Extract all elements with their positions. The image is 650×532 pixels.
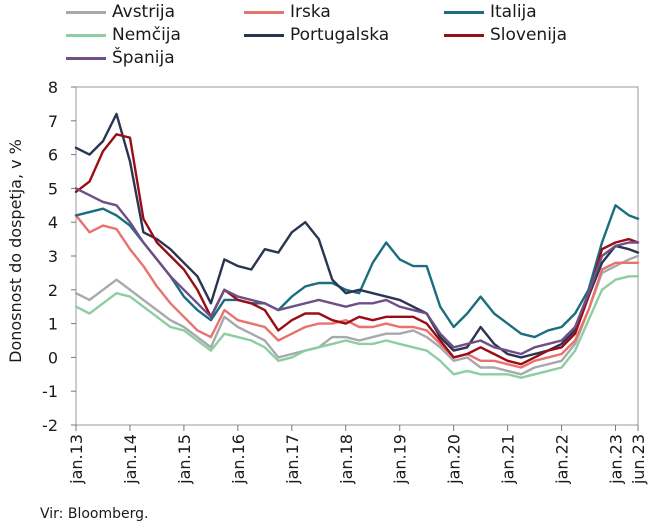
legend-item: Slovenija xyxy=(444,25,567,45)
plot-frame xyxy=(75,86,639,426)
legend-label: Italija xyxy=(490,2,537,22)
legend-swatch xyxy=(444,10,484,14)
x-tick-label: jan.19 xyxy=(391,434,410,485)
legend-label: Avstrija xyxy=(112,2,176,22)
y-tick-label: 6 xyxy=(48,146,58,165)
legend-item: Nemčija xyxy=(66,25,181,45)
legend-swatch xyxy=(66,56,106,60)
x-tick-label: jan.13 xyxy=(67,434,86,485)
series-line-nemčija xyxy=(74,275,640,379)
legend-label: Slovenija xyxy=(490,25,568,45)
x-tick-label: jan.18 xyxy=(337,434,356,485)
series-line-avstrija xyxy=(74,254,640,376)
y-axis-label: Donosnost do dospetja, v % xyxy=(6,139,25,363)
x-tick-label: jun.23 xyxy=(629,434,648,485)
y-tick-label: 5 xyxy=(48,179,58,198)
legend-label: Irska xyxy=(290,2,331,22)
y-tick-label: 0 xyxy=(48,348,58,367)
legend-swatch xyxy=(444,33,484,37)
legend-swatch xyxy=(244,33,284,37)
series-line-španija xyxy=(74,187,640,356)
series-line-portugalska xyxy=(74,112,640,359)
y-tick-label: 4 xyxy=(48,213,58,232)
series-line-slovenija xyxy=(74,133,640,366)
source-note: Vir: Bloomberg. xyxy=(40,506,149,522)
y-tick-label: 3 xyxy=(48,247,58,266)
x-tick-label: jan.16 xyxy=(229,434,248,485)
y-tick-label: 7 xyxy=(48,112,58,131)
series-layer xyxy=(74,112,640,379)
legend-item: Irska xyxy=(244,2,331,22)
x-tick-label: jan.15 xyxy=(175,434,194,485)
legend-swatch xyxy=(244,10,284,14)
series-line-irska xyxy=(74,214,640,369)
chart-axes: 8 7 6 5 4 3 2 1 0 -1 -2 Donosnost do dospetja, v % j… xyxy=(6,78,648,485)
x-tick-label: jan.23 xyxy=(607,434,626,485)
legend-item: Španija xyxy=(66,48,175,68)
x-tick-label: jan.20 xyxy=(445,434,464,485)
legend-label: Nemčija xyxy=(112,25,181,45)
y-tick-label: -2 xyxy=(42,416,58,435)
y-tick-label: 8 xyxy=(48,78,58,97)
legend-item: Avstrija xyxy=(66,2,175,22)
x-tick-label: jan.17 xyxy=(283,434,302,485)
y-tick-label: 2 xyxy=(48,281,58,300)
y-tick-label: -1 xyxy=(42,382,58,401)
x-tick-label: jan.21 xyxy=(499,434,518,485)
legend-item: Portugalska xyxy=(244,25,389,45)
legend-item: Italija xyxy=(444,2,537,22)
y-tick-label: 1 xyxy=(48,315,58,334)
legend-label: Španija xyxy=(112,48,175,68)
x-tick-label: jan.22 xyxy=(553,434,572,485)
legend-label: Portugalska xyxy=(290,25,390,45)
x-tick-label: jan.14 xyxy=(121,434,140,485)
legend-swatch xyxy=(66,10,106,14)
legend-swatch xyxy=(66,33,106,37)
